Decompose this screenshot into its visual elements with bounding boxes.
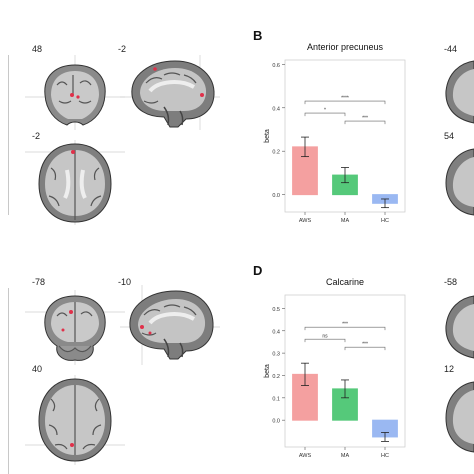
significance-bracket [304,326,386,331]
x-tick-label: AWS [299,218,312,224]
x-tick-label: MA [341,218,350,224]
y-tick-label: 0.4 [272,329,280,335]
y-tick-label: 0.0 [272,419,280,425]
coord-label: -78 [32,277,46,287]
left-panel-edge-bottom [8,288,9,474]
coord-label: 40 [32,364,43,374]
coord-label: 12 [444,364,455,374]
panel-letter: D [253,263,263,278]
significance-bracket [304,100,386,105]
coord-label: 48 [32,44,43,54]
chart-title: Anterior precuneus [306,42,384,52]
x-tick-label: MA [341,453,350,459]
brain-axial-image [25,375,125,465]
panel-letter: B [253,28,263,43]
coord-label: -44 [444,44,458,54]
brain-cropped-image [445,295,474,359]
bar-chart: 0.0 0.1 0.2 0.3 0.4 0.5 beta AWS MA HC *** ns *** [264,294,406,459]
y-tick-label: 0.5 [272,307,280,313]
significance-bracket [344,120,386,125]
y-tick-label: 0.2 [272,150,280,156]
significance-bracket [304,338,346,343]
coord-label: -10 [118,277,132,287]
brain-axial-image [25,140,125,225]
brain-cropped-image [445,148,474,216]
brain-sagittal-image [120,55,220,130]
coord-label: -2 [32,131,41,141]
left-panel-edge-top [8,55,9,215]
coord-label: -58 [444,277,458,287]
coord-label: -2 [118,44,127,54]
y-tick-label: 0.4 [272,106,280,112]
x-tick-label: HC [381,453,389,459]
y-axis-label: beta [264,129,271,143]
coord-label: 54 [444,131,455,141]
significance-label: *** [362,116,368,122]
y-tick-label: 0.3 [272,352,280,358]
y-tick-label: 0.0 [272,193,280,199]
y-tick-label: 0.2 [272,374,280,380]
y-tick-label: 0.1 [272,396,280,402]
significance-label: *** [342,322,348,328]
brain-sagittal-image [120,285,220,365]
significance-bracket [304,112,346,117]
brain-coronal-image [25,55,125,130]
y-axis-label: beta [264,364,271,378]
x-tick-label: AWS [299,453,312,459]
brain-coronal-image [25,290,125,365]
significance-label: **** [341,96,349,102]
significance-label: * [324,108,326,114]
chart-title: Calcarine [325,277,365,287]
significance-bracket [344,346,386,351]
y-tick-label: 0.6 [272,63,280,69]
significance-label: *** [362,342,368,348]
brain-cropped-image [445,381,474,453]
brain-cropped-image [445,60,474,124]
x-tick-label: HC [381,218,389,224]
significance-label: ns [322,334,328,340]
